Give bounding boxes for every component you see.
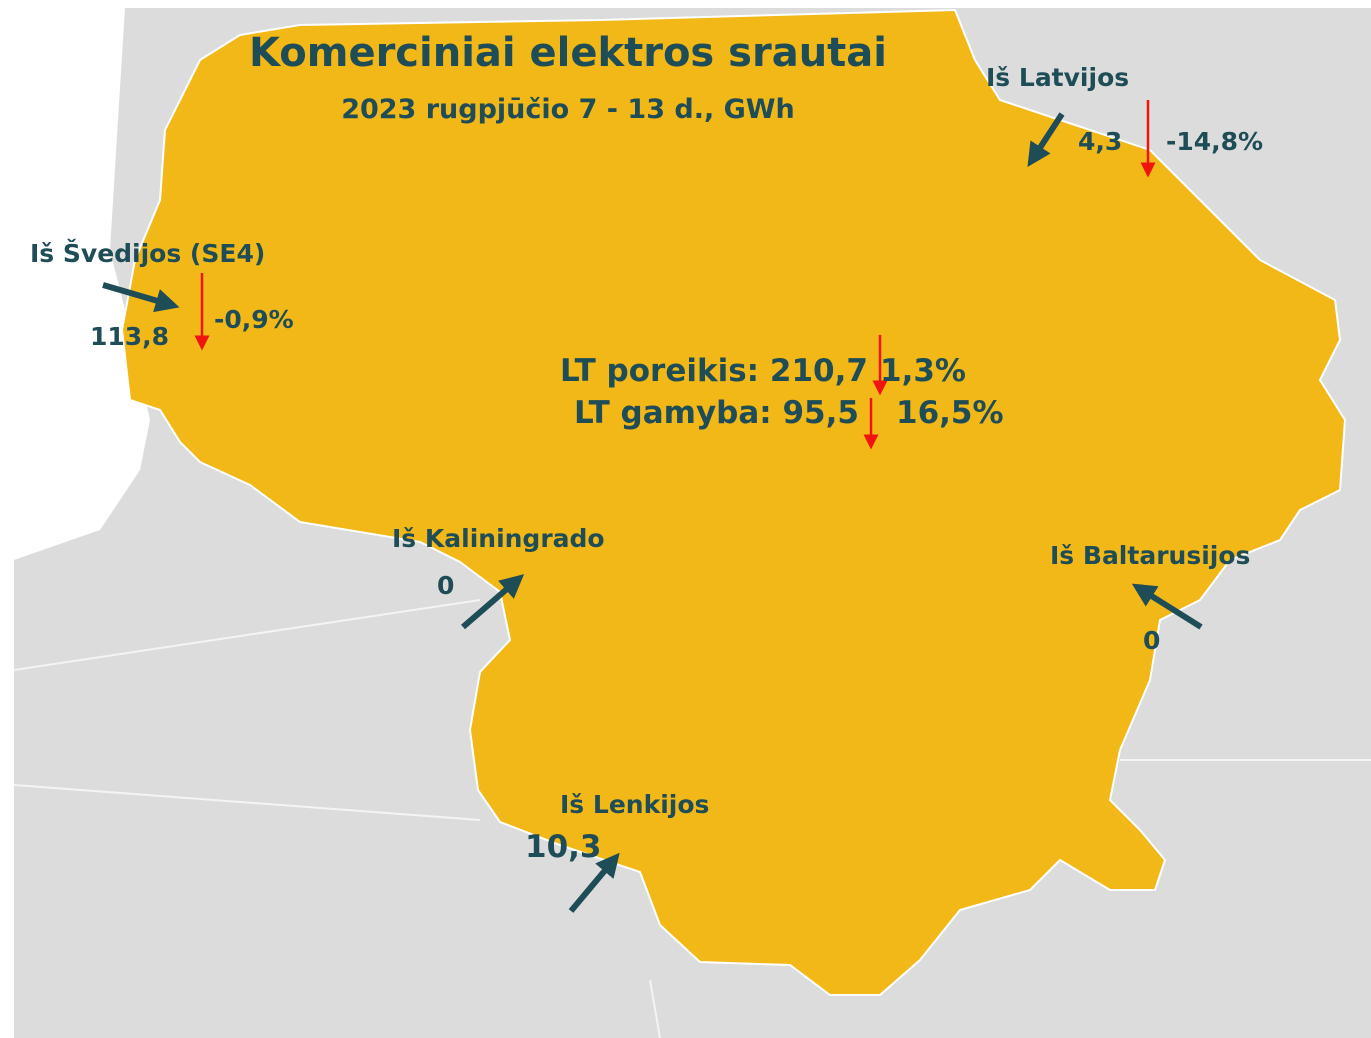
generation-label: LT gamyba: 95,5	[574, 395, 859, 431]
flow-arrow	[1027, 112, 1065, 168]
flow-label: Iš Kaliningrado	[392, 524, 605, 553]
demand-label: LT poreikis: 210,7	[560, 353, 868, 389]
flow-label: Iš Lenkijos	[560, 790, 709, 819]
flow-arrow	[102, 282, 180, 313]
flow-value: 0	[1143, 626, 1160, 655]
generation-change: 16,5%	[896, 395, 1004, 431]
flow-change: -0,9%	[214, 305, 294, 334]
lithuania	[120, 8, 1347, 996]
flow-arrow	[461, 574, 525, 630]
flow-label: Iš Latvijos	[986, 63, 1129, 92]
flow-change: -14,8%	[1166, 127, 1263, 156]
flow-arrow	[568, 852, 620, 913]
borders	[13, 599, 1371, 1038]
flow-value: 4,3	[1078, 127, 1122, 156]
title: Komerciniai elektros srautai	[249, 30, 887, 76]
subtitle: 2023 rugpjūčio 7 - 13 d., GWh	[341, 94, 795, 125]
demand-change: 1,3%	[880, 353, 966, 389]
flow-arrow	[1131, 583, 1203, 630]
flow-label: Iš Baltarusijos	[1050, 541, 1250, 570]
flow-label: Iš Švedijos (SE4)	[30, 238, 265, 268]
flow-value: 10,3	[525, 829, 602, 865]
sea	[14, 8, 150, 560]
flow-value: 0	[437, 571, 454, 600]
flow-value: 113,8	[90, 322, 169, 351]
